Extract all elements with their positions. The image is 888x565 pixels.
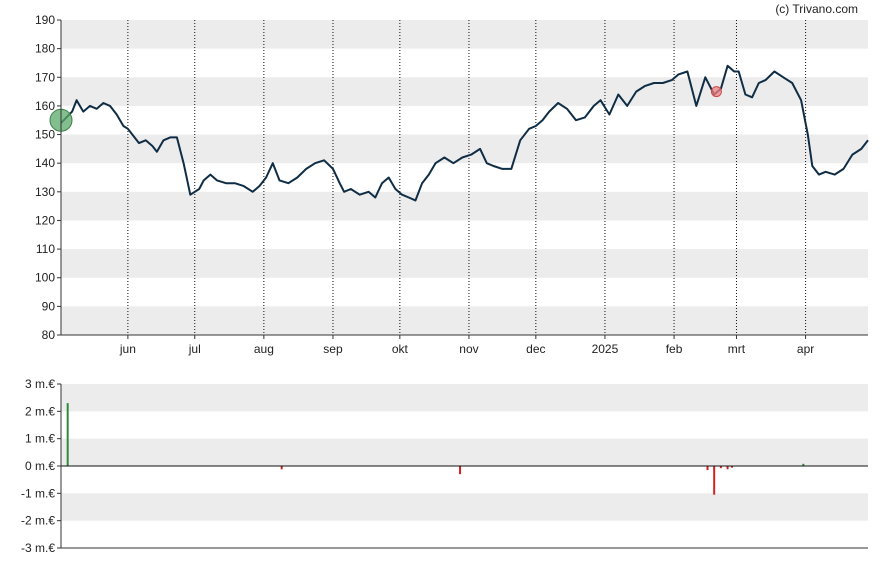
x-tick-label: okt	[392, 342, 409, 356]
y-tick-label: 0 m.€	[25, 459, 55, 473]
grid-band	[61, 384, 868, 412]
y-tick-label: 2 m.€	[25, 404, 55, 418]
grid-band	[61, 493, 868, 521]
y-tick-label: 90	[42, 299, 56, 313]
x-tick-label: jun	[119, 342, 136, 356]
grid-band	[61, 20, 868, 49]
grid-band	[61, 191, 868, 221]
y-tick-label: 110	[36, 242, 55, 256]
grid-band	[61, 134, 868, 164]
sell-marker	[710, 86, 722, 98]
x-tick-label: nov	[459, 342, 478, 356]
y-tick-label: 150	[35, 128, 55, 142]
grid-band	[61, 249, 868, 278]
y-tick-label: 180	[35, 42, 55, 56]
credit-label: (c) Trivano.com	[775, 2, 858, 16]
y-tick-label: 120	[35, 213, 55, 227]
x-tick-label: sep	[323, 342, 343, 356]
y-tick-label: 140	[35, 156, 55, 170]
price-line	[60, 64, 869, 202]
price-chart: 80 90 100 110 120 130 140 150 160 170 180 190 jun jul…	[35, 13, 869, 356]
y-tick-label: -2 m.€	[21, 514, 55, 528]
x-tick-label: jul	[188, 342, 201, 356]
y-tick-label: 80	[42, 328, 56, 342]
y-tick-label: 3 m.€	[25, 377, 55, 391]
x-tick-label: aug	[254, 342, 274, 356]
y-tick-label: -3 m.€	[21, 541, 55, 555]
grid-band	[61, 306, 868, 335]
y-tick-label: 1 m.€	[25, 432, 55, 446]
transactions-chart: -3 m.€ -2 m.€ -1 m.€ 0 m.€ 1 m.€ 2 m.€ 3 m.€	[21, 377, 868, 555]
x-tick-label: apr	[797, 342, 814, 356]
grid-band	[61, 438, 868, 466]
grid-band	[61, 77, 868, 106]
y-tick-label: -1 m.€	[21, 486, 55, 500]
x-tick-label: mrt	[728, 342, 746, 356]
x-tick-label: feb	[666, 342, 683, 356]
x-tick-label: dec	[526, 342, 545, 356]
x-tick-label: 2025	[592, 342, 619, 356]
y-tick-label: 160	[35, 99, 55, 113]
y-tick-label: 100	[35, 271, 55, 285]
y-tick-label: 130	[35, 185, 55, 199]
y-tick-label: 170	[35, 70, 55, 84]
y-tick-label: 190	[35, 13, 55, 27]
